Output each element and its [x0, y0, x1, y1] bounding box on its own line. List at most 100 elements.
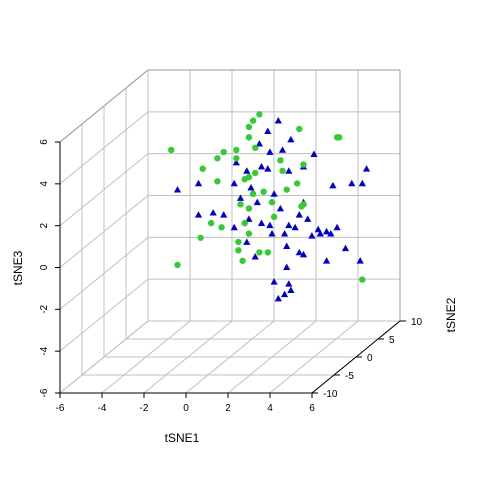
data-point-triangle: [285, 280, 293, 287]
x-tick-label: 4: [267, 403, 273, 414]
data-point-circle: [239, 257, 246, 264]
x-tick-label: 0: [183, 403, 189, 414]
data-point-triangle: [209, 209, 217, 216]
z-tick-label: 2: [39, 222, 50, 228]
y-tick-label: -10: [323, 389, 338, 400]
data-point-triangle: [287, 286, 295, 293]
data-point-triangle: [281, 229, 289, 237]
grid-layer: [59, 69, 401, 394]
data-point-triangle: [194, 211, 203, 218]
data-point-triangle: [276, 204, 284, 212]
x-tick-label: 2: [225, 403, 231, 414]
data-point-triangle: [281, 290, 289, 298]
data-point-circle: [256, 249, 263, 256]
data-point-circle: [197, 234, 204, 241]
x-tick-label: -4: [98, 403, 107, 414]
y-tick-label: 10: [411, 317, 423, 328]
box-frame: [59, 69, 401, 321]
data-point-circle: [245, 230, 253, 237]
data-point-circle: [252, 169, 259, 177]
frame-edge: [59, 69, 149, 143]
data-point-circle: [264, 249, 271, 256]
data-point-circle: [300, 161, 307, 168]
data-point-circle: [283, 186, 290, 193]
data-point-triangle: [299, 250, 308, 258]
data-point-triangle: [243, 238, 251, 245]
data-point-circle: [168, 146, 175, 154]
data-point-triangle: [274, 117, 282, 124]
data-point-triangle: [232, 158, 240, 166]
data-point-triangle: [333, 223, 341, 231]
data-point-triangle: [348, 179, 356, 187]
data-point-triangle: [255, 140, 263, 147]
data-point-circle: [199, 165, 206, 172]
data-point-triangle: [358, 179, 366, 187]
data-point-circle: [268, 199, 276, 206]
z-tick-label: -2: [39, 304, 50, 313]
data-point-circle: [279, 167, 286, 175]
data-point-triangle: [285, 167, 293, 174]
y-axis-title: tSNE2: [444, 297, 458, 332]
data-point-triangle: [310, 150, 318, 157]
z-tick-label: 6: [39, 139, 50, 145]
data-point-triangle: [295, 211, 303, 218]
data-point-triangle: [283, 242, 291, 250]
z-tick-label: 4: [39, 181, 50, 187]
data-point-circle: [298, 203, 305, 210]
x-tick-label: -6: [56, 403, 65, 414]
axes-layer: -6 -4 -2 0 2 4 6 -6 -4 -2 0 2 4 6 -10 -5 0 5 10: [39, 139, 423, 414]
data-point-circle: [249, 190, 257, 198]
points-layer: [168, 111, 371, 302]
data-point-circle: [214, 155, 221, 162]
y-tick-label: 0: [367, 353, 373, 364]
data-point-circle: [235, 238, 242, 246]
data-point-circle: [245, 123, 253, 131]
data-point-triangle: [323, 227, 331, 235]
data-point-triangle: [341, 244, 350, 252]
data-point-triangle: [316, 229, 324, 237]
data-point-circle: [245, 205, 253, 212]
data-point-triangle: [274, 294, 282, 302]
y-tick-label: -5: [345, 371, 354, 382]
data-point-triangle: [220, 211, 228, 218]
data-point-circle: [174, 261, 181, 269]
data-point-triangle: [230, 179, 238, 187]
data-point-triangle: [356, 257, 364, 264]
x-tick-label: 6: [309, 403, 315, 414]
data-point-triangle: [266, 221, 274, 229]
data-point-triangle: [268, 229, 276, 237]
z-axis-title: tSNE3: [11, 250, 25, 285]
data-point-triangle: [327, 229, 335, 237]
data-point-triangle: [257, 219, 266, 227]
data-point-circle: [218, 224, 225, 231]
data-point-circle: [207, 219, 215, 227]
data-point-circle: [245, 134, 253, 141]
data-point-circle: [256, 111, 263, 118]
data-point-circle: [296, 125, 303, 133]
data-point-circle: [233, 146, 240, 154]
data-point-triangle: [295, 248, 303, 256]
data-point-triangle: [362, 165, 371, 172]
data-point-circle: [333, 134, 341, 141]
data-point-circle: [233, 155, 240, 162]
data-point-triangle: [266, 148, 274, 155]
x-tick-label: -2: [140, 403, 149, 414]
data-point-triangle: [264, 165, 272, 172]
data-point-circle: [235, 247, 242, 254]
data-point-triangle: [270, 190, 278, 197]
x-axis-title: tSNE1: [165, 431, 200, 445]
data-point-triangle: [291, 223, 299, 231]
data-point-circle: [277, 157, 284, 164]
data-point-triangle: [236, 194, 245, 201]
data-point-circle: [237, 201, 244, 208]
data-point-circle: [270, 213, 278, 221]
data-point-triangle: [285, 221, 293, 229]
data-point-triangle: [245, 215, 253, 222]
z-tick-label: 0: [39, 264, 50, 270]
data-point-circle: [294, 180, 301, 187]
z-tick-label: -6: [39, 388, 50, 397]
data-point-triangle: [283, 263, 291, 270]
data-point-circle: [220, 148, 227, 156]
data-point-triangle: [264, 127, 272, 134]
